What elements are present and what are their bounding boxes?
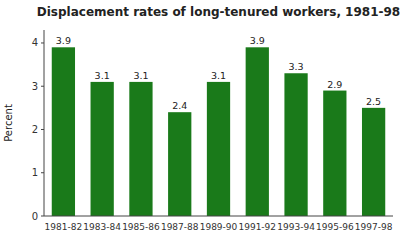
- bar: [52, 47, 75, 216]
- chart-svg: Displacement rates of long-tenured worke…: [0, 0, 401, 238]
- x-tick-label: 1987-88: [161, 222, 199, 232]
- data-label: 3.1: [95, 70, 110, 81]
- x-axis-line: [44, 216, 393, 217]
- x-tick-label: 1983-84: [83, 222, 121, 232]
- bar: [129, 82, 152, 216]
- y-tick-label: 2: [32, 124, 38, 135]
- y-tick-label: 4: [32, 37, 38, 48]
- x-tick-label: 1989-90: [200, 222, 238, 232]
- data-label: 3.9: [56, 35, 71, 46]
- bar: [246, 47, 269, 216]
- data-label: 3.1: [133, 70, 148, 81]
- y-tick-label: 0: [32, 211, 38, 222]
- x-tick-label: 1995-96: [316, 222, 354, 232]
- bar: [284, 73, 307, 216]
- data-label: 3.3: [289, 61, 304, 72]
- x-tick-label: 1981-82: [45, 222, 83, 232]
- x-tick-label: 1991-92: [238, 222, 276, 232]
- bar: [168, 112, 191, 216]
- data-label: 3.1: [211, 70, 226, 81]
- data-label: 2.4: [172, 100, 187, 111]
- x-tick-label: 1993-94: [277, 222, 315, 232]
- data-label: 2.5: [366, 96, 381, 107]
- x-tick-label: 1997-98: [355, 222, 393, 232]
- data-label: 3.9: [250, 35, 265, 46]
- title: Displacement rates of long-tenured worke…: [37, 5, 400, 19]
- data-label: 2.9: [327, 79, 342, 90]
- y-axis-line: [44, 30, 45, 216]
- bar: [91, 82, 114, 216]
- y-tick-label: 1: [32, 167, 38, 178]
- bars: [52, 47, 385, 216]
- y-tick-label: 3: [32, 81, 38, 92]
- chart-container: Displacement rates of long-tenured worke…: [0, 0, 401, 238]
- y-axis-label: Percent: [3, 104, 14, 142]
- bar: [207, 82, 230, 216]
- bar: [323, 91, 346, 216]
- bar: [362, 108, 385, 216]
- x-tick-label: 1985-86: [122, 222, 160, 232]
